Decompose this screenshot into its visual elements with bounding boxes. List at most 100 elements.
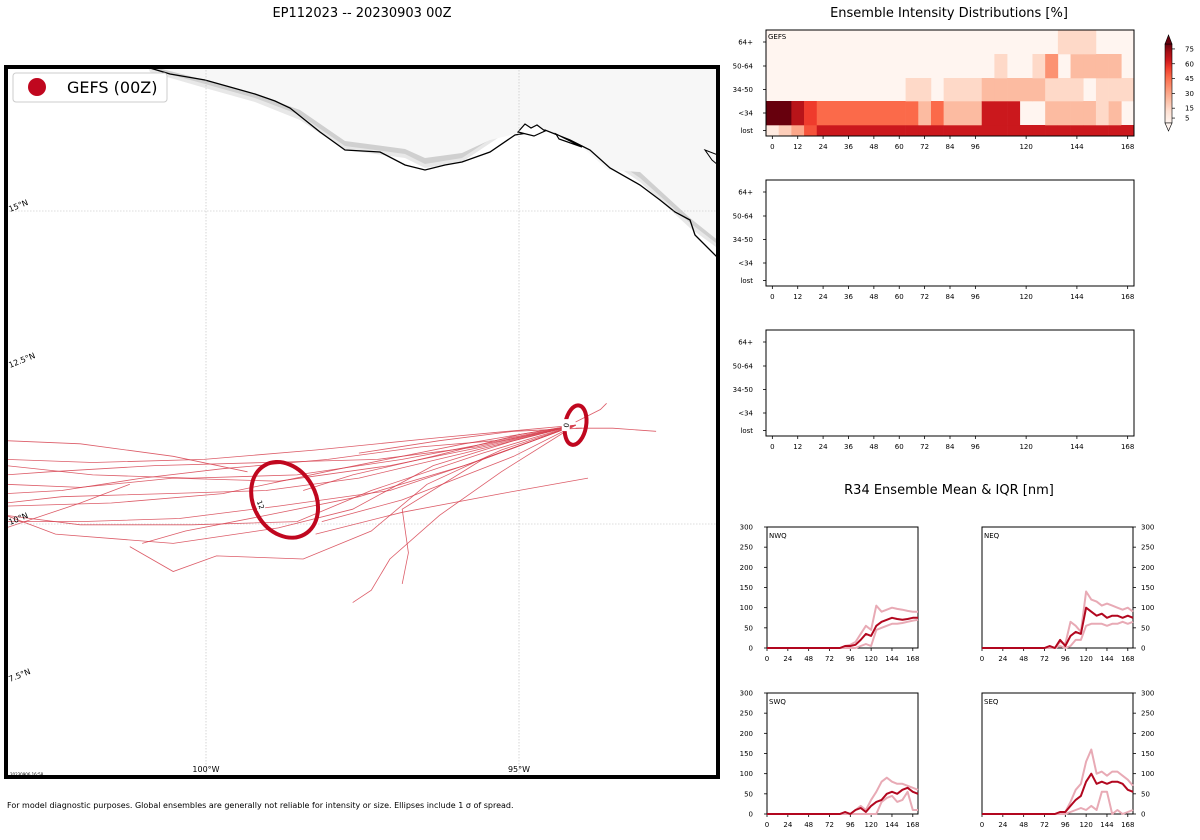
r34-xlabel: 0 <box>980 821 984 829</box>
r34-panel-nwq: NWQ 0 50 100 150 200 250 300 0 24 48 72 96 120 144 168 <box>740 524 920 664</box>
heatmap-xlabel: 48 <box>869 143 878 151</box>
heatmap-cell-lost-99 <box>981 125 995 137</box>
heatmap-cell-34-111 <box>1007 101 1021 126</box>
r34-ylabel: 50 <box>744 790 753 798</box>
heatmap-xlabel: 120 <box>1019 293 1032 301</box>
heatmap-cell-3450-69 <box>918 78 932 102</box>
heatmap-cell-34-135 <box>1057 101 1071 126</box>
r34-xlabel: 24 <box>998 655 1007 663</box>
r34-panel-seq: SEQ 0 50 100 150 200 250 300 0 24 48 72 96 120 144 168 <box>980 690 1155 830</box>
r34-xlabel: 168 <box>1121 821 1134 829</box>
legend-label: GEFS (00Z) <box>67 78 157 97</box>
heatmap-xlabel: 96 <box>971 443 980 451</box>
heatmap-cell-lost-75 <box>930 125 944 137</box>
r34-ylabel: 250 <box>1141 544 1154 552</box>
heatmap-xlabel: 24 <box>819 143 828 151</box>
heatmap-xlabel: 12 <box>793 443 802 451</box>
heatmap-xlabel: 24 <box>819 293 828 301</box>
r34-xlabel: 144 <box>885 655 899 663</box>
r34-ylabel: 0 <box>749 811 753 819</box>
r34-xlabel: 0 <box>765 821 769 829</box>
r34-xlabel: 120 <box>1079 655 1092 663</box>
coast-notch <box>703 148 718 166</box>
heatmap-cell-3450-141 <box>1070 78 1084 102</box>
heatmap-ylabel: <34 <box>738 410 753 418</box>
heatmap-xlabel: 0 <box>770 293 774 301</box>
track-map: 012 15°N 12.5°N 10°N 7.5°N 100°W 95°W 20… <box>4 65 720 779</box>
heatmap-xlabel: 72 <box>920 143 929 151</box>
r34-frame <box>981 692 1134 815</box>
r34-ylabel: 200 <box>1141 730 1154 738</box>
colorbar-fill <box>1164 43 1173 124</box>
heatmap-xlabel: 144 <box>1070 293 1084 301</box>
r34-xlabel: 96 <box>846 821 855 829</box>
heatmap-cell-lost-9 <box>791 125 805 137</box>
r34-xlabel: 144 <box>1100 655 1114 663</box>
r34-ylabel: 300 <box>1141 524 1154 532</box>
ensemble-track-8 <box>6 424 576 507</box>
heatmap-xlabel: 72 <box>920 443 929 451</box>
ellipse-label-bg <box>257 498 266 511</box>
intensity-heatmap-empty-2: lost <34 34-50 50-64 64+ 0 12 24 36 48 60 72 84 96 120… <box>733 329 1135 451</box>
heatmap-cell-lost-3 <box>778 125 792 137</box>
heatmap-cell-lost-63 <box>905 125 919 137</box>
heatmap-xlabel: 168 <box>1121 443 1134 451</box>
heatmap-cell-3450-165 <box>1121 78 1135 102</box>
r34-ylabel: 50 <box>744 624 753 632</box>
intensity-title: Ensemble Intensity Distributions [%] <box>830 6 1068 21</box>
intensity-colorbar: 5 15 30 45 60 75 <box>1164 34 1194 132</box>
heatmap-xlabel: 120 <box>1019 143 1032 151</box>
r34-xlabel: 144 <box>1100 821 1114 829</box>
r34-xlabel: 120 <box>864 655 877 663</box>
ellipse-label-0h: 0 <box>562 422 571 428</box>
r34-ylabel: 100 <box>740 770 753 778</box>
heatmap-cell-34-27 <box>829 101 906 126</box>
coast-spit <box>554 132 583 148</box>
heatmap-xlabel: 0 <box>770 143 774 151</box>
heatmap-cell-3450-159 <box>1108 78 1122 102</box>
r34-panel-swq: SWQ 0 50 100 150 200 250 300 0 24 48 72 96 120 144 168 <box>740 690 920 830</box>
heatmap-cell-lost--3 <box>766 125 779 137</box>
heatmap-panel-label: GEFS <box>768 33 787 41</box>
r34-panel-neq: NEQ 0 50 100 150 200 250 300 0 24 48 72 96 120 144 168 <box>980 524 1155 664</box>
ensemble-tracks <box>6 403 657 603</box>
ensemble-track-17 <box>303 424 576 491</box>
heatmap-cell-5064-105 <box>994 54 1008 79</box>
map-timestamp: 20230906 16:58 <box>10 772 44 777</box>
heatmap-xlabel: 60 <box>895 443 904 451</box>
ensemble-track-9 <box>6 424 576 463</box>
heatmap-cell-5064-141 <box>1070 54 1084 79</box>
land <box>153 67 718 241</box>
heatmap-cell-34-63 <box>905 101 919 126</box>
heatmap-cell-lost-111 <box>1007 125 1021 137</box>
heatmap-ylabel: 64+ <box>738 339 753 347</box>
heatmap-cell-3450-81 <box>943 78 983 102</box>
r34-quadrant-label: NEQ <box>984 532 1000 540</box>
heatmap-cell-lost-123 <box>1032 125 1046 137</box>
heatmap-xlabel: 36 <box>844 293 853 301</box>
heatmap-xlabel: 12 <box>793 143 802 151</box>
heatmap-cell-5064-129 <box>1045 54 1059 79</box>
heatmap-cell-3450-135 <box>1057 78 1071 102</box>
r34-quadrant-label: SWQ <box>769 698 786 706</box>
r34-xlabel: 72 <box>825 655 834 663</box>
r34-ylabel: 250 <box>740 710 753 718</box>
r34-ylabel: 200 <box>740 730 753 738</box>
heatmap-cell-5064-123 <box>1032 54 1046 79</box>
r34-xlabel: 24 <box>998 821 1007 829</box>
lon-label-100w: 100°W <box>192 765 219 774</box>
heatmap-cell-lost-15 <box>804 125 818 137</box>
r34-mean-line <box>982 606 1134 649</box>
heatmap-cell-3450-111 <box>1007 78 1021 102</box>
r34-ylabel: 0 <box>749 645 753 653</box>
heatmap-cell-64-135 <box>1057 30 1071 55</box>
heatmap-cell-5064-153 <box>1095 54 1109 79</box>
r34-xlabel: 24 <box>783 655 792 663</box>
heatmap-cell-lost-105 <box>994 125 1008 137</box>
heatmap-cell-lost-69 <box>918 125 932 137</box>
ensemble-track-18 <box>321 424 576 522</box>
r34-xlabel: 168 <box>906 655 919 663</box>
lagoon-outline <box>516 123 547 137</box>
ellipse-label-bg <box>561 419 570 432</box>
